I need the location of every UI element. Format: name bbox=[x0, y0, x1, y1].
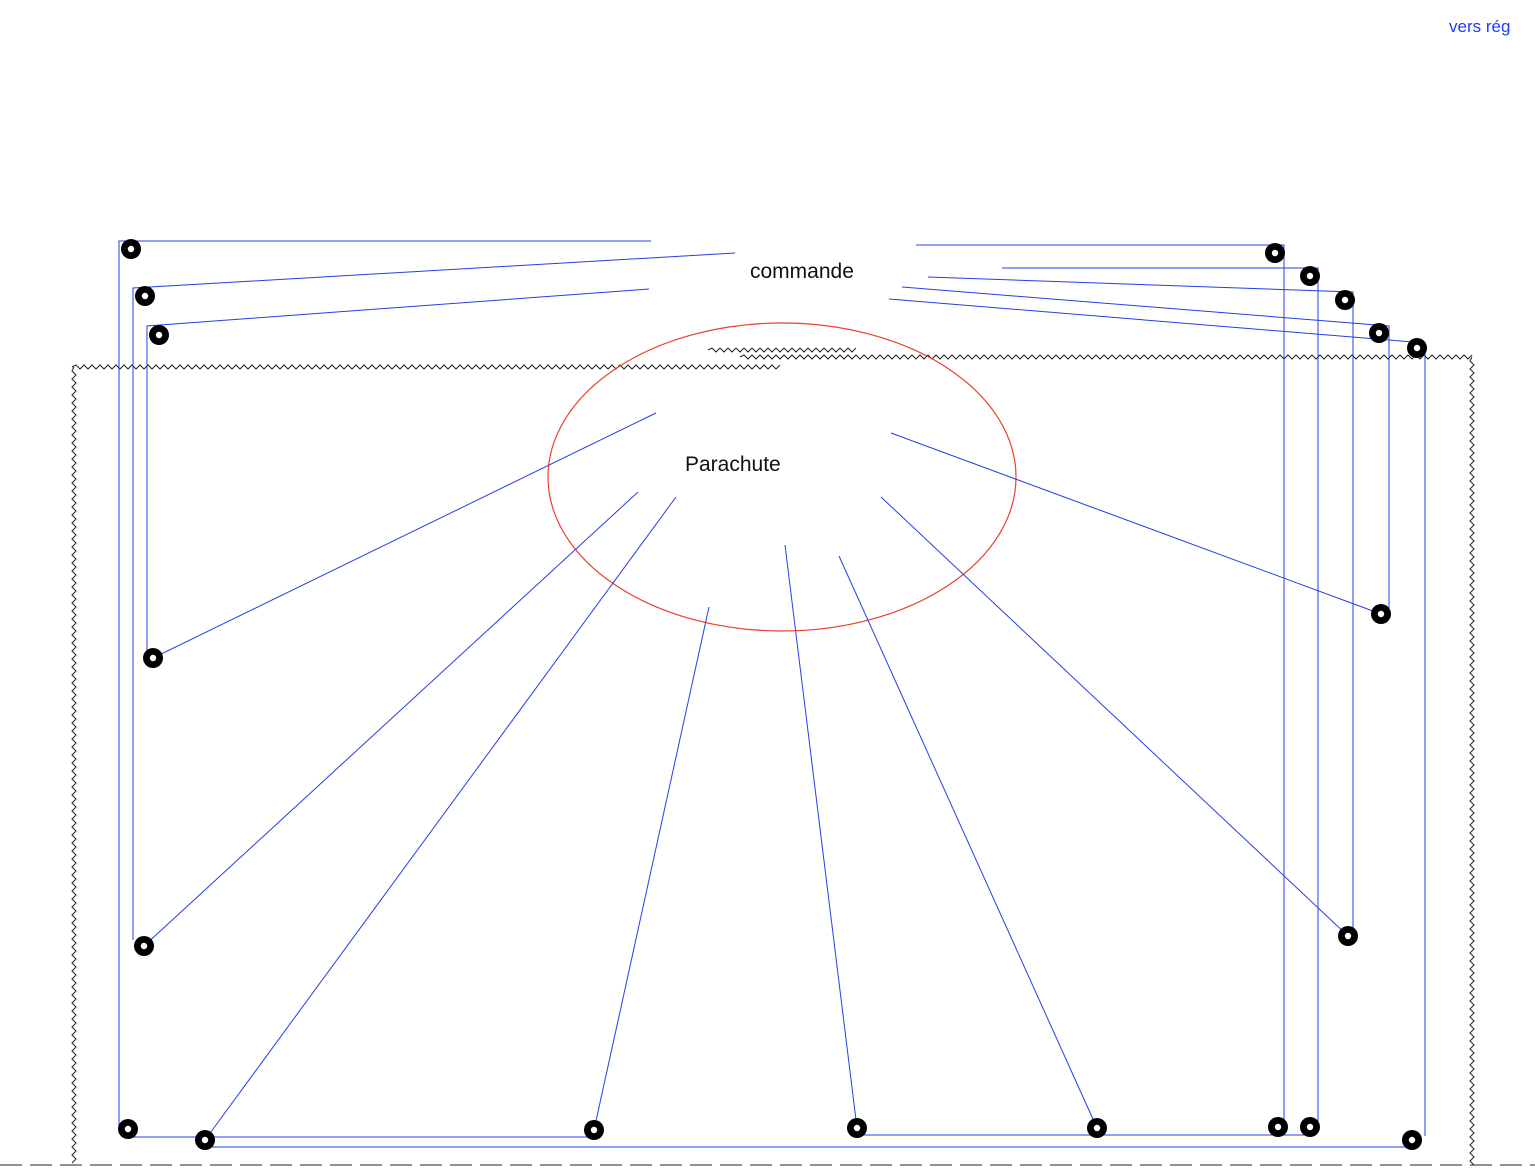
command-line bbox=[118, 240, 651, 1131]
parachute-ellipse bbox=[547, 322, 1017, 632]
anchor-ring-icon bbox=[1371, 604, 1391, 624]
ring-hole bbox=[201, 1136, 209, 1144]
anchor-ring-icon bbox=[121, 239, 141, 259]
suspension-line bbox=[593, 606, 710, 1131]
fabric-outline-right bbox=[1469, 356, 1475, 1166]
anchor-ring-icon bbox=[135, 286, 155, 306]
anchor-rings bbox=[118, 239, 1427, 1150]
command-lines bbox=[118, 240, 1426, 1136]
ring-hole bbox=[140, 942, 148, 950]
fabric-outline-top bbox=[71, 364, 781, 370]
anchor-ring-icon bbox=[118, 1119, 138, 1139]
ring-hole bbox=[1271, 249, 1279, 257]
ring-hole bbox=[1408, 1136, 1416, 1144]
anchor-ring-icon bbox=[195, 1130, 215, 1150]
ring-hole bbox=[149, 654, 157, 662]
suspension-lines bbox=[143, 412, 1382, 1141]
command-line bbox=[916, 244, 1285, 1124]
ring-hole bbox=[1306, 272, 1314, 280]
command-line bbox=[888, 298, 1426, 1136]
suspension-line bbox=[143, 491, 639, 947]
anchor-ring-icon bbox=[1335, 290, 1355, 310]
anchor-ring-icon bbox=[584, 1120, 604, 1140]
ring-hole bbox=[590, 1126, 598, 1134]
suspension-line bbox=[784, 544, 858, 1129]
next-page-link[interactable]: vers rég bbox=[1449, 17, 1511, 36]
anchor-ring-icon bbox=[143, 648, 163, 668]
parachute-label: Parachute bbox=[685, 453, 781, 476]
command-line bbox=[146, 288, 650, 650]
fabric-outline-top-raised bbox=[739, 354, 1473, 360]
suspension-line bbox=[838, 555, 1098, 1129]
suspension-line bbox=[890, 432, 1382, 615]
anchor-ring-icon bbox=[1407, 338, 1427, 358]
ring-hole bbox=[1274, 1123, 1282, 1131]
anchor-ring-icon bbox=[1300, 1117, 1320, 1137]
anchor-ring-icon bbox=[1369, 323, 1389, 343]
anchor-ring-icon bbox=[847, 1118, 867, 1138]
ring-hole bbox=[155, 331, 163, 339]
suspension-line bbox=[204, 496, 677, 1141]
suspension-line bbox=[880, 496, 1349, 937]
ring-hole bbox=[1413, 344, 1421, 352]
ring-hole bbox=[1377, 610, 1385, 618]
ring-hole bbox=[124, 1125, 132, 1133]
ring-hole bbox=[853, 1124, 861, 1132]
ring-hole bbox=[141, 292, 149, 300]
ring-hole bbox=[1093, 1124, 1101, 1132]
bottom-lines bbox=[128, 1134, 1412, 1148]
command-line bbox=[1002, 267, 1319, 1124]
ring-hole bbox=[1341, 296, 1349, 304]
ring-hole bbox=[127, 245, 135, 253]
command-line bbox=[132, 252, 736, 940]
anchor-ring-icon bbox=[1402, 1130, 1422, 1150]
command-line bbox=[927, 276, 1354, 930]
command-label: commande bbox=[750, 260, 854, 283]
anchor-ring-icon bbox=[1265, 243, 1285, 263]
fabric-outline-top-fold bbox=[707, 347, 857, 353]
ring-hole bbox=[1375, 329, 1383, 337]
anchor-ring-icon bbox=[1268, 1117, 1288, 1137]
command-line bbox=[901, 286, 1390, 608]
anchor-ring-icon bbox=[149, 325, 169, 345]
suspension-line bbox=[152, 412, 657, 659]
anchor-ring-icon bbox=[1300, 266, 1320, 286]
anchor-ring-icon bbox=[1338, 926, 1358, 946]
fabric-outline-left bbox=[71, 366, 77, 1164]
ring-hole bbox=[1306, 1123, 1314, 1131]
anchor-ring-icon bbox=[1087, 1118, 1107, 1138]
anchor-ring-icon bbox=[134, 936, 154, 956]
ring-hole bbox=[1344, 932, 1352, 940]
